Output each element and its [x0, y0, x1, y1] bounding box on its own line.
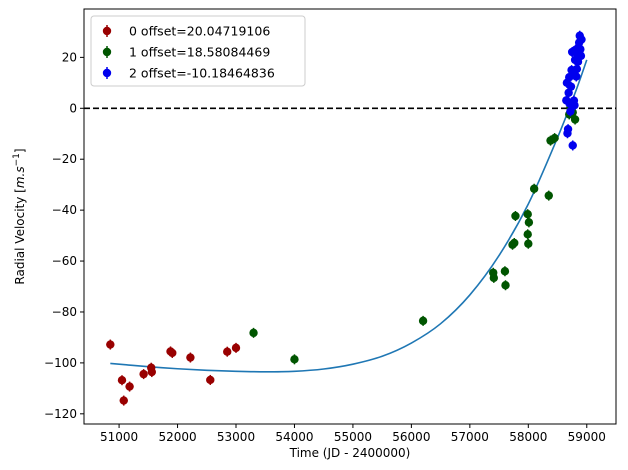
- data-point: [186, 353, 195, 362]
- data-point: [106, 340, 115, 349]
- y-tick-label: −60: [52, 254, 77, 268]
- data-point: [529, 184, 539, 193]
- data-point: [566, 82, 576, 91]
- data-point: [524, 218, 534, 227]
- data-point: [523, 210, 532, 219]
- x-tick-label: 53000: [217, 430, 255, 444]
- model-curve: [110, 59, 588, 373]
- x-tick-label: 51000: [100, 430, 138, 444]
- data-point: [147, 367, 157, 377]
- series-2: [562, 30, 586, 151]
- y-tick-label: −40: [52, 203, 77, 217]
- data-point: [576, 45, 585, 54]
- data-point: [249, 328, 258, 338]
- plot-frame: [83, 8, 617, 425]
- legend: 0 offset=20.04719106 1 offset=18.58084469…: [90, 15, 306, 87]
- y-axis-label-main: Radial Velocity [: [13, 188, 27, 284]
- data-point: [117, 376, 127, 385]
- data-point: [566, 107, 575, 116]
- x-tick-label: 56000: [392, 430, 430, 444]
- data-point: [570, 115, 580, 124]
- y-tick-label: 20: [62, 50, 77, 64]
- data-point: [418, 316, 428, 326]
- data-point: [576, 51, 586, 61]
- y-tick-label: −20: [52, 152, 77, 166]
- data-point: [290, 355, 299, 364]
- x-tick-label: 58000: [509, 430, 547, 444]
- data-point: [231, 343, 241, 353]
- x-tick-label: 59000: [568, 430, 606, 444]
- legend-entry-0: 0 offset=20.04719106: [102, 24, 270, 39]
- data-point: [524, 239, 533, 248]
- data-point: [511, 211, 520, 221]
- x-tick-label: 52000: [158, 430, 196, 444]
- y-tick-label: −100: [44, 356, 77, 370]
- x-tick-label: 57000: [451, 430, 489, 444]
- legend-marker: [102, 26, 112, 36]
- data-point: [500, 267, 510, 276]
- plot-area: [84, 30, 616, 406]
- series-1: [249, 102, 580, 365]
- data-point: [572, 72, 581, 81]
- data-point: [125, 382, 134, 391]
- series-0: [106, 339, 241, 406]
- y-tick-label: −120: [44, 407, 77, 421]
- data-point: [550, 133, 559, 143]
- y-tick-label: 0: [69, 101, 77, 115]
- x-axis-label: Time (JD - 2400000): [289, 446, 411, 460]
- y-tick-label: −80: [52, 305, 77, 319]
- y-axis-label-unit: m.s: [13, 166, 27, 188]
- y-axis-label-exponent: −1: [12, 153, 22, 166]
- data-point: [523, 230, 532, 239]
- data-point: [139, 369, 148, 379]
- data-point: [577, 35, 586, 44]
- data-point: [563, 124, 573, 134]
- data-point: [570, 101, 579, 110]
- legend-label: 2 offset=-10.18464836: [129, 66, 275, 81]
- data-point: [568, 141, 577, 150]
- data-point: [168, 348, 177, 358]
- data-point: [489, 273, 499, 283]
- x-tick-label: 55000: [334, 430, 372, 444]
- legend-entry-1: 1 offset=18.58084469: [102, 45, 270, 60]
- data-point: [544, 191, 553, 200]
- x-tick-label: 54000: [275, 430, 313, 444]
- data-point: [119, 396, 128, 405]
- y-axis-label: Radial Velocity [m.s−1]: [12, 148, 27, 284]
- data-point: [572, 64, 582, 74]
- legend-marker: [102, 47, 112, 57]
- y-axis-label-close: ]: [13, 148, 27, 153]
- legend-box: [90, 15, 306, 87]
- legend-entry-2: 2 offset=-10.18464836: [102, 66, 275, 81]
- data-point: [206, 375, 215, 385]
- legend-label: 1 offset=18.58084469: [129, 45, 270, 60]
- data-point: [223, 347, 232, 356]
- data-point: [501, 281, 510, 290]
- data-point: [510, 238, 519, 248]
- axes: 51000 52000 53000 54000 55000 56000 57000 58000…: [44, 8, 617, 444]
- legend-marker: [102, 68, 112, 78]
- legend-label: 0 offset=20.04719106: [129, 24, 270, 39]
